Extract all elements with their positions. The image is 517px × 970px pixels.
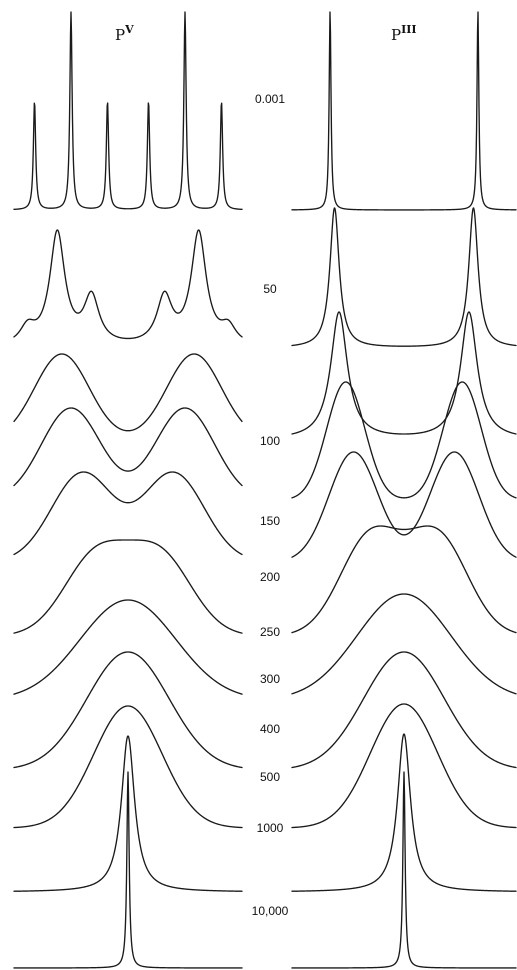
rate-labels: 0.001 50 100 150 200 250 300 400 500 1000 10,000 <box>252 92 289 918</box>
left-spectrum-trace-9 <box>13 705 243 829</box>
rate-label: 500 <box>260 770 280 784</box>
rate-label: 50 <box>263 282 277 296</box>
rate-label: 200 <box>260 570 280 584</box>
right-spectrum-trace-7 <box>291 593 517 695</box>
right-panel-spectra <box>291 11 517 969</box>
left-spectrum-trace-4 <box>13 407 243 487</box>
left-spectrum-trace-7 <box>13 599 243 695</box>
rate-label: 0.001 <box>255 92 285 106</box>
rate-label: 400 <box>260 722 280 736</box>
right-spectrum-trace-6 <box>291 525 517 634</box>
rate-label: 10,000 <box>252 904 289 918</box>
right-spectrum-trace-9 <box>291 703 517 829</box>
right-spectrum-trace-3 <box>291 311 517 435</box>
right-spectrum-trace-10 <box>291 733 517 892</box>
left-panel-title: PV <box>115 23 134 44</box>
left-panel-spectra <box>13 11 243 969</box>
rate-label: 150 <box>260 514 280 528</box>
right-panel-title: PIII <box>391 23 417 44</box>
right-spectrum-trace-4 <box>291 381 517 499</box>
left-spectrum-trace-5 <box>13 471 243 556</box>
right-spectrum-trace-11 <box>291 771 517 969</box>
left-spectrum-trace-11 <box>13 771 243 969</box>
rate-label: 100 <box>260 434 280 448</box>
left-spectrum-trace-10 <box>13 735 243 892</box>
rate-label: 250 <box>260 625 280 639</box>
rate-label: 300 <box>260 672 280 686</box>
left-spectrum-trace-6 <box>13 539 243 634</box>
right-spectrum-trace-1 <box>291 11 517 211</box>
right-spectrum-trace-2 <box>291 207 517 347</box>
left-spectrum-trace-1 <box>13 11 243 211</box>
left-spectrum-trace-8 <box>13 651 243 769</box>
right-spectrum-trace-5 <box>291 451 517 558</box>
rate-label: 1000 <box>257 821 284 835</box>
right-spectrum-trace-8 <box>291 651 517 769</box>
left-spectrum-trace-3 <box>13 353 243 432</box>
left-spectrum-trace-2 <box>13 229 243 340</box>
